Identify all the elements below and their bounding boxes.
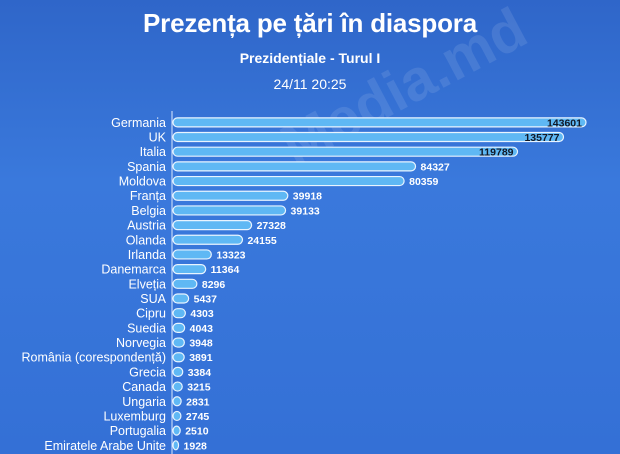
bar	[172, 190, 289, 201]
bar	[172, 249, 212, 260]
category-label: Norvegia	[116, 336, 166, 350]
category-label: Cipru	[136, 307, 166, 321]
category-label: Olanda	[126, 233, 166, 247]
bar	[172, 352, 185, 363]
value-label: 143601	[547, 117, 582, 129]
category-label: Moldova	[119, 175, 166, 189]
value-label: 80359	[409, 176, 438, 188]
bar	[172, 366, 184, 377]
value-label: 11364	[211, 264, 240, 276]
value-label: 8296	[202, 279, 226, 291]
value-label: 84327	[421, 161, 450, 173]
value-label: 5437	[194, 294, 218, 306]
category-label: Elveția	[128, 277, 166, 291]
category-label: UK	[149, 131, 167, 145]
value-label: 4043	[190, 323, 214, 335]
category-label: Italia	[140, 145, 166, 159]
bar	[172, 220, 253, 231]
category-label: România (corespondență)	[21, 351, 166, 365]
bar	[172, 146, 519, 157]
bar	[172, 308, 186, 319]
value-label: 2831	[186, 396, 210, 408]
bar	[172, 381, 183, 392]
category-label: Portugalia	[110, 424, 166, 438]
category-label: Ungaria	[122, 395, 166, 409]
category-label: Germania	[111, 116, 166, 130]
value-label: 39918	[293, 191, 322, 203]
category-label: Luxemburg	[103, 409, 166, 423]
value-label: 3384	[188, 367, 212, 379]
bar	[172, 264, 207, 275]
category-label: Danemarca	[101, 263, 166, 277]
bar	[172, 278, 198, 289]
bar	[172, 131, 565, 143]
bar	[172, 396, 182, 407]
category-label: Spania	[127, 160, 166, 174]
category-label: Canada	[122, 380, 166, 394]
chart-timestamp: 24/11 20:25	[273, 76, 347, 92]
chart-subtitle: Prezidențiale - Turul I	[239, 50, 381, 66]
value-label: 24155	[247, 235, 276, 247]
category-label: Grecia	[129, 365, 166, 379]
value-label: 135777	[524, 132, 559, 144]
category-label: Belgia	[131, 204, 166, 218]
category-label: SUA	[140, 292, 166, 306]
bar	[172, 293, 190, 304]
bar	[172, 161, 417, 172]
value-label: 2745	[186, 411, 210, 423]
category-label: Irlanda	[128, 248, 166, 262]
bar	[172, 117, 587, 128]
value-label: 2510	[185, 426, 209, 438]
bar	[172, 322, 186, 333]
category-label: Austria	[127, 219, 166, 233]
bar	[172, 234, 244, 245]
category-label: Franța	[130, 189, 166, 203]
value-label: 1928	[184, 440, 208, 452]
value-label: 119789	[479, 147, 514, 159]
chart-title: Prezența pe țări în diaspora	[143, 8, 477, 38]
value-label: 3948	[189, 338, 213, 350]
bar	[172, 175, 405, 187]
value-label: 3215	[187, 382, 211, 394]
bar	[172, 205, 287, 216]
value-label: 3891	[189, 352, 213, 364]
value-label: 39133	[291, 205, 320, 217]
bar	[172, 410, 182, 422]
value-label: 27328	[257, 220, 286, 232]
bar	[172, 440, 180, 451]
category-label: Suedia	[127, 321, 166, 335]
value-label: 4303	[190, 308, 214, 320]
value-label: 13323	[216, 249, 245, 261]
category-label: Emiratele Arabe Unite	[44, 439, 166, 453]
bar	[172, 337, 185, 348]
bar	[172, 425, 181, 436]
